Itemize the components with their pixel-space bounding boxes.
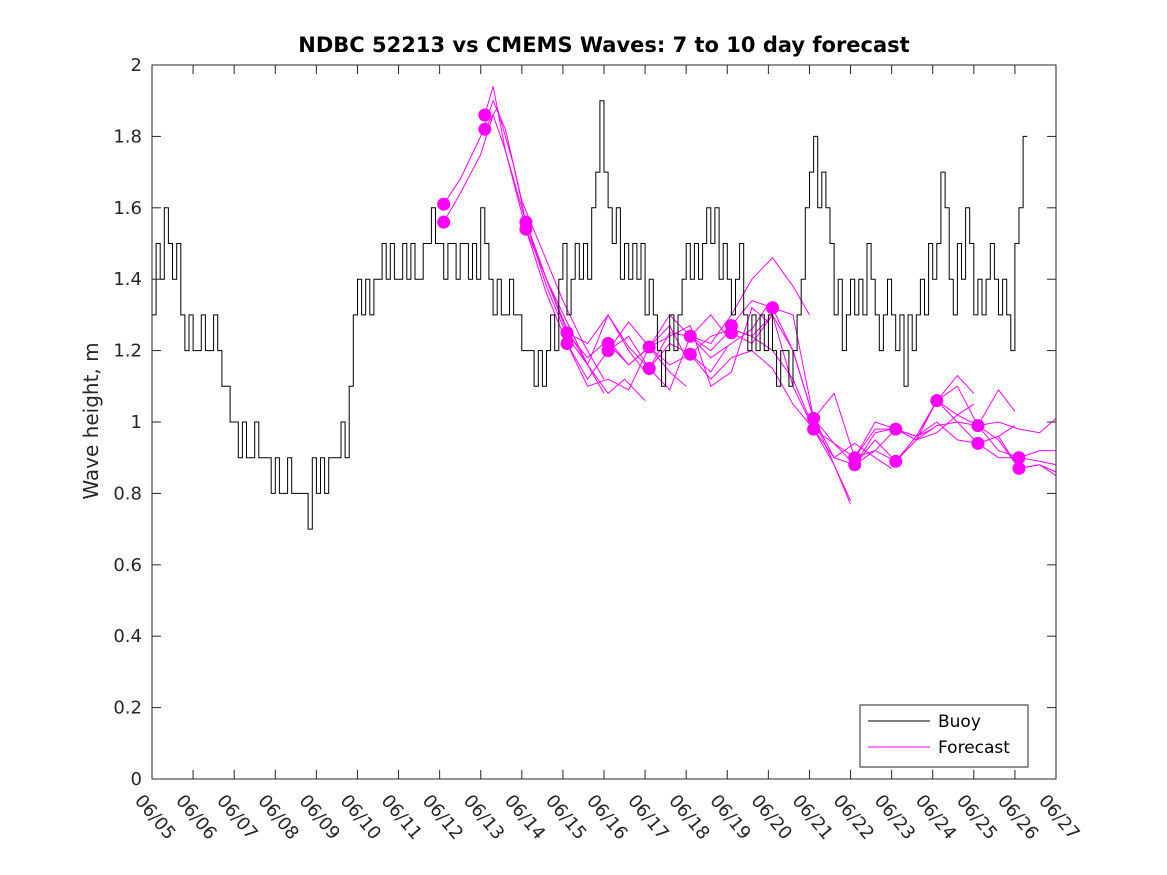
plot-background <box>152 65 1056 779</box>
forecast-point <box>807 422 821 436</box>
forecast-point <box>478 108 492 122</box>
forecast-point <box>889 454 903 468</box>
forecast-point <box>560 326 574 340</box>
x-tick-label: 06/13 <box>459 791 508 844</box>
x-tick-label: 06/15 <box>541 791 590 844</box>
y-tick-label: 1 <box>131 412 142 433</box>
x-tick-label: 06/08 <box>253 791 302 844</box>
y-tick-label: 0.4 <box>113 626 142 647</box>
buoy-series <box>152 100 1028 530</box>
x-tick-label: 06/10 <box>336 791 385 844</box>
forecast-point <box>889 422 903 436</box>
forecast-line <box>607 306 769 388</box>
forecast-point <box>766 301 779 315</box>
y-tick-label: 0.2 <box>113 698 142 719</box>
buoy-line <box>152 100 1028 530</box>
x-tick-label: 06/05 <box>130 791 179 844</box>
forecast-line <box>443 113 605 394</box>
forecast-point <box>807 411 821 425</box>
y-axis-label: Wave height, m <box>79 342 103 499</box>
forecast-point <box>560 337 574 350</box>
forecast-point <box>971 436 985 450</box>
forecast-point <box>1012 461 1026 475</box>
forecast-point <box>971 419 985 433</box>
forecast-point <box>642 340 656 354</box>
x-tick-label: 06/27 <box>1034 791 1083 844</box>
legend-forecast-label: Forecast <box>938 738 1010 758</box>
forecast-point <box>848 458 862 472</box>
forecast-point <box>478 122 492 136</box>
forecast-point <box>642 362 656 375</box>
x-tick-label: 06/22 <box>829 791 878 844</box>
forecast-line <box>484 86 646 401</box>
forecast-point <box>437 215 451 229</box>
forecast-point <box>519 222 533 236</box>
legend-buoy-label: Buoy <box>938 712 981 732</box>
forecast-line <box>484 106 646 373</box>
forecast-point <box>930 394 944 408</box>
x-tick-label: 06/26 <box>993 791 1042 844</box>
y-tick-label: 2 <box>131 55 142 76</box>
forecast-markers <box>437 108 1026 475</box>
x-tick-label: 06/16 <box>582 791 631 844</box>
x-tick-label: 06/18 <box>664 791 713 844</box>
y-tick-label: 1.8 <box>113 126 142 147</box>
x-tick-label: 06/12 <box>418 791 467 844</box>
legend-box <box>859 704 1029 768</box>
forecast-line <box>689 350 851 505</box>
x-tick-label: 06/20 <box>747 791 796 844</box>
y-tick-label: 1.2 <box>113 341 142 362</box>
forecast-point <box>724 326 738 340</box>
x-tick-label: 06/14 <box>500 791 549 844</box>
y-axis: 0 0.2 0.4 0.6 0.8 1 1.2 1.4 1.6 1.8 2 <box>113 55 1056 790</box>
forecast-point <box>601 344 615 358</box>
forecast-point <box>1012 451 1026 465</box>
forecast-point <box>683 347 697 361</box>
x-tick-label: 06/25 <box>952 791 1001 844</box>
y-tick-label: 0 <box>131 769 142 790</box>
x-tick-label: 06/09 <box>295 791 344 844</box>
x-tick-label: 06/23 <box>870 791 919 844</box>
x-tick-label: 06/06 <box>171 791 220 844</box>
y-tick-label: 1.6 <box>113 198 142 219</box>
forecast-point <box>683 329 697 343</box>
x-tick-label: 06/24 <box>911 791 960 844</box>
x-tick-label: 06/17 <box>623 791 672 844</box>
y-tick-label: 0.8 <box>113 483 142 504</box>
plot-area <box>151 64 1057 780</box>
y-tick-label: 1.4 <box>113 269 142 290</box>
x-tick-label: 06/19 <box>705 791 754 844</box>
forecast-point <box>437 197 451 211</box>
x-tick-label: 06/21 <box>788 791 837 844</box>
y-tick-label: 0.6 <box>113 555 142 576</box>
x-tick-label: 06/11 <box>377 791 426 844</box>
chart-title: NDBC 52213 vs CMEMS Waves: 7 to 10 day f… <box>298 33 909 57</box>
x-tick-label: 06/07 <box>212 791 261 844</box>
legend: Buoy Forecast <box>859 704 1029 768</box>
